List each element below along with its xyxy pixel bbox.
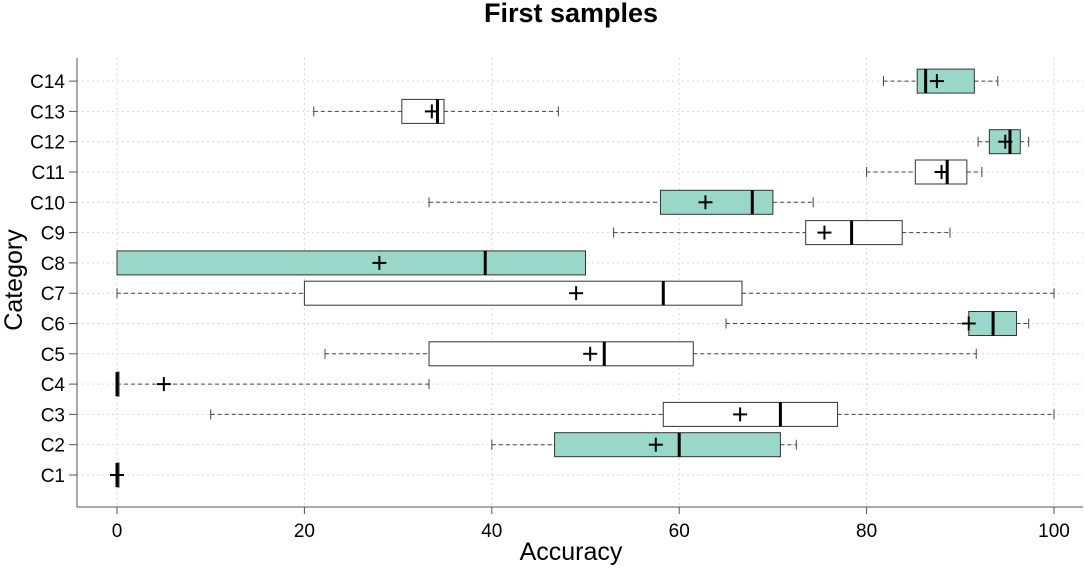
box-group-C8 — [116, 250, 586, 276]
chart-title: First samples — [484, 0, 658, 28]
box-group-C4 — [115, 371, 430, 397]
box-group-C5 — [324, 341, 977, 367]
box-C5 — [428, 341, 694, 367]
y-tick-label-C3: C3 — [41, 405, 65, 426]
box-group-C2 — [491, 432, 797, 458]
y-tick-label-C7: C7 — [41, 284, 65, 305]
y-tick-label-C10: C10 — [30, 193, 65, 214]
box-C8 — [116, 250, 586, 276]
box-group-C3 — [210, 401, 1055, 427]
box-layer — [110, 68, 1055, 488]
y-tick-label-C11: C11 — [32, 163, 65, 184]
y-tick-label-C13: C13 — [30, 102, 65, 123]
box-C7 — [303, 280, 743, 306]
box-group-C14 — [882, 68, 999, 94]
box-group-C13 — [313, 98, 559, 124]
box-C10 — [659, 189, 774, 215]
box-C3 — [662, 401, 839, 427]
y-tick-label-C8: C8 — [41, 254, 65, 275]
axis-layer: 0 20 40 60 80 100 C1 C2 C3 C4 C5 C6 C7 C8 C9 C10 C11 C12 C… — [30, 58, 1083, 542]
x-tick-label-40: 40 — [481, 521, 502, 542]
box-group-C6 — [725, 311, 1030, 336]
x-tick-label-0: 0 — [112, 521, 123, 542]
x-tick-label-80: 80 — [856, 521, 877, 542]
x-axis-label: Accuracy — [520, 538, 623, 566]
y-tick-label-C2: C2 — [41, 436, 65, 457]
y-tick-label-C5: C5 — [41, 345, 65, 366]
x-tick-label-20: 20 — [294, 521, 315, 542]
box-C2 — [554, 432, 781, 458]
y-tick-label-C12: C12 — [30, 133, 65, 154]
box-group-C7 — [116, 280, 1055, 306]
box-group-C9 — [613, 220, 951, 246]
box-group-C12 — [977, 129, 1030, 155]
y-tick-label-C4: C4 — [41, 375, 66, 396]
y-tick-label-C14: C14 — [30, 72, 65, 93]
box-group-C11 — [866, 159, 983, 185]
x-tick-label-100: 100 — [1038, 521, 1070, 542]
y-tick-label-C9: C9 — [41, 224, 65, 245]
box-group-C10 — [428, 189, 814, 215]
y-tick-label-C1: C1 — [41, 466, 65, 487]
box-group-C1 — [110, 462, 124, 488]
y-tick-label-C6: C6 — [41, 315, 65, 336]
y-axis-label: Category — [0, 229, 28, 331]
x-tick-label-60: 60 — [669, 521, 690, 542]
